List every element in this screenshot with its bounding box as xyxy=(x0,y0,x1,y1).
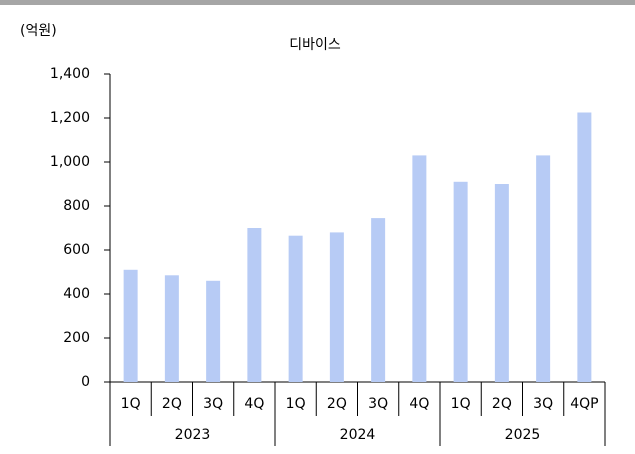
x-tick-label: 4QP xyxy=(570,396,598,412)
x-tick-label: 3Q xyxy=(203,396,223,412)
x-tick-label: 1Q xyxy=(286,396,306,412)
y-tick-label: 0 xyxy=(81,374,90,390)
bar xyxy=(494,184,509,382)
y-tick-label: 800 xyxy=(63,198,90,214)
x-tick-label: 2Q xyxy=(492,396,512,412)
bar xyxy=(536,155,551,382)
x-tick-label: 3Q xyxy=(533,396,553,412)
x-tick-label: 3Q xyxy=(368,396,388,412)
group-label: 2024 xyxy=(340,427,376,443)
bar xyxy=(371,218,386,382)
x-tick-label: 4Q xyxy=(244,396,264,412)
bar xyxy=(453,181,468,382)
x-tick-label: 1Q xyxy=(451,396,471,412)
y-tick-label: 1,200 xyxy=(50,110,90,126)
y-tick-label: 1,000 xyxy=(50,154,90,170)
bar xyxy=(247,228,262,382)
x-tick-label: 2Q xyxy=(327,396,347,412)
bar xyxy=(329,232,344,382)
group-label: 2023 xyxy=(175,427,211,443)
y-tick-label: 200 xyxy=(63,330,90,346)
y-unit: (억원) xyxy=(20,23,57,39)
bar xyxy=(577,112,592,382)
group-label: 2025 xyxy=(505,427,541,443)
top-rule xyxy=(0,0,635,5)
x-tick-label: 1Q xyxy=(121,396,141,412)
x-tick-label: 4Q xyxy=(409,396,429,412)
bar xyxy=(206,280,221,382)
bar xyxy=(412,155,427,382)
y-tick-label: 400 xyxy=(63,286,90,302)
bar xyxy=(288,235,303,382)
bar xyxy=(164,275,179,382)
y-tick-label: 600 xyxy=(63,242,90,258)
chart-title: 디바이스 xyxy=(289,37,341,53)
y-tick-label: 1,400 xyxy=(50,66,90,82)
bar xyxy=(123,269,138,382)
x-tick-label: 2Q xyxy=(162,396,182,412)
